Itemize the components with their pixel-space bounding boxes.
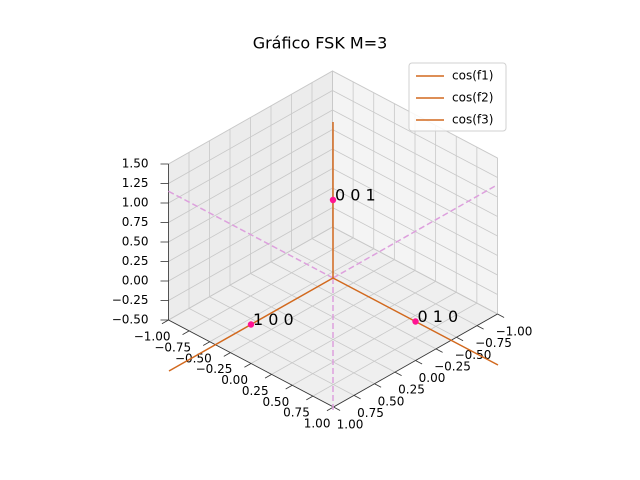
y-tick-label: 0.50 (262, 395, 289, 409)
z-tick-label: 0.25 (122, 254, 149, 268)
x-tick (374, 383, 382, 388)
y-tick-label: 0.25 (242, 384, 269, 398)
grid-line (168, 129, 333, 223)
grid-line (168, 90, 333, 184)
point-label: 1 0 0 (253, 310, 294, 329)
y-tick (182, 330, 190, 335)
z-tick-label: 0.50 (122, 235, 149, 249)
z-tick-label: 0.00 (122, 274, 149, 288)
legend-label: cos(f3) (452, 113, 493, 127)
x-tick (476, 325, 484, 330)
y-tick (244, 363, 252, 368)
grid-line (168, 168, 333, 262)
point-label: 0 0 1 (335, 186, 376, 205)
grid-line (332, 226, 498, 315)
grid-line (168, 148, 333, 243)
grid-line (332, 168, 498, 256)
z-tick-label: 1.00 (122, 196, 149, 210)
grid-line (312, 302, 478, 397)
grid-line (168, 70, 333, 165)
grid-line (168, 109, 333, 204)
point (329, 196, 337, 204)
grid-line (188, 237, 354, 332)
z-tick-label: −0.50 (112, 313, 149, 327)
y-tick-label: 1.00 (304, 417, 331, 431)
y-tick (285, 384, 293, 390)
grid-line (168, 226, 333, 321)
grid-line (292, 291, 457, 386)
y-tick-label: 0.75 (283, 406, 310, 420)
grid-line (332, 109, 498, 198)
chart-title: Gráfico FSK M=3 (253, 34, 388, 53)
guide-line (332, 184, 498, 279)
x-tick-label: 0.25 (398, 383, 425, 397)
grid-line (230, 259, 395, 353)
y-tick (223, 352, 231, 357)
x-tick-label: 0.75 (357, 406, 384, 420)
grid-line (332, 207, 498, 295)
point (412, 318, 419, 325)
y-tick (161, 319, 169, 325)
y-tick-label: 0.00 (221, 373, 248, 387)
x-tick-label: −1.00 (496, 325, 533, 339)
x-tick-label: −0.25 (434, 359, 471, 373)
x-tick-label: 0.00 (419, 371, 446, 385)
z-tick-label: −0.25 (112, 293, 149, 307)
x-tick (497, 313, 505, 318)
z-tick-label: 0.75 (122, 215, 149, 229)
legend-label: cos(f2) (452, 91, 493, 105)
x-tick-label: 0.50 (378, 394, 405, 408)
y-tick (264, 374, 272, 379)
z-tick-label: 1.25 (122, 176, 149, 190)
x-tick (456, 336, 464, 342)
y-tick (202, 341, 210, 346)
z-tick-label: 1.50 (122, 157, 149, 171)
x-tick-label: −0.75 (475, 336, 512, 350)
grid-line (271, 281, 436, 375)
grid-line (332, 148, 498, 237)
grid-line (332, 90, 498, 178)
point-label: 0 1 0 (418, 307, 459, 326)
legend (408, 62, 507, 132)
x-tick (333, 406, 341, 411)
grid-line (168, 207, 333, 301)
grid-line (209, 248, 374, 343)
y-tick-label: −0.25 (196, 362, 233, 376)
guide-line (167, 190, 334, 279)
y-tick-label: −0.75 (154, 340, 191, 354)
x-tick (415, 360, 423, 365)
x-tick (394, 371, 402, 376)
x-tick (435, 348, 443, 353)
x-tick-label: −0.50 (455, 348, 492, 362)
x-tick (353, 395, 361, 400)
y-tick (306, 395, 314, 401)
point (247, 321, 255, 328)
legend-label: cos(f1) (452, 69, 493, 83)
y-tick-label: −1.00 (134, 330, 171, 344)
x-tick-label: 1.00 (337, 418, 364, 432)
grid-line (332, 129, 498, 217)
